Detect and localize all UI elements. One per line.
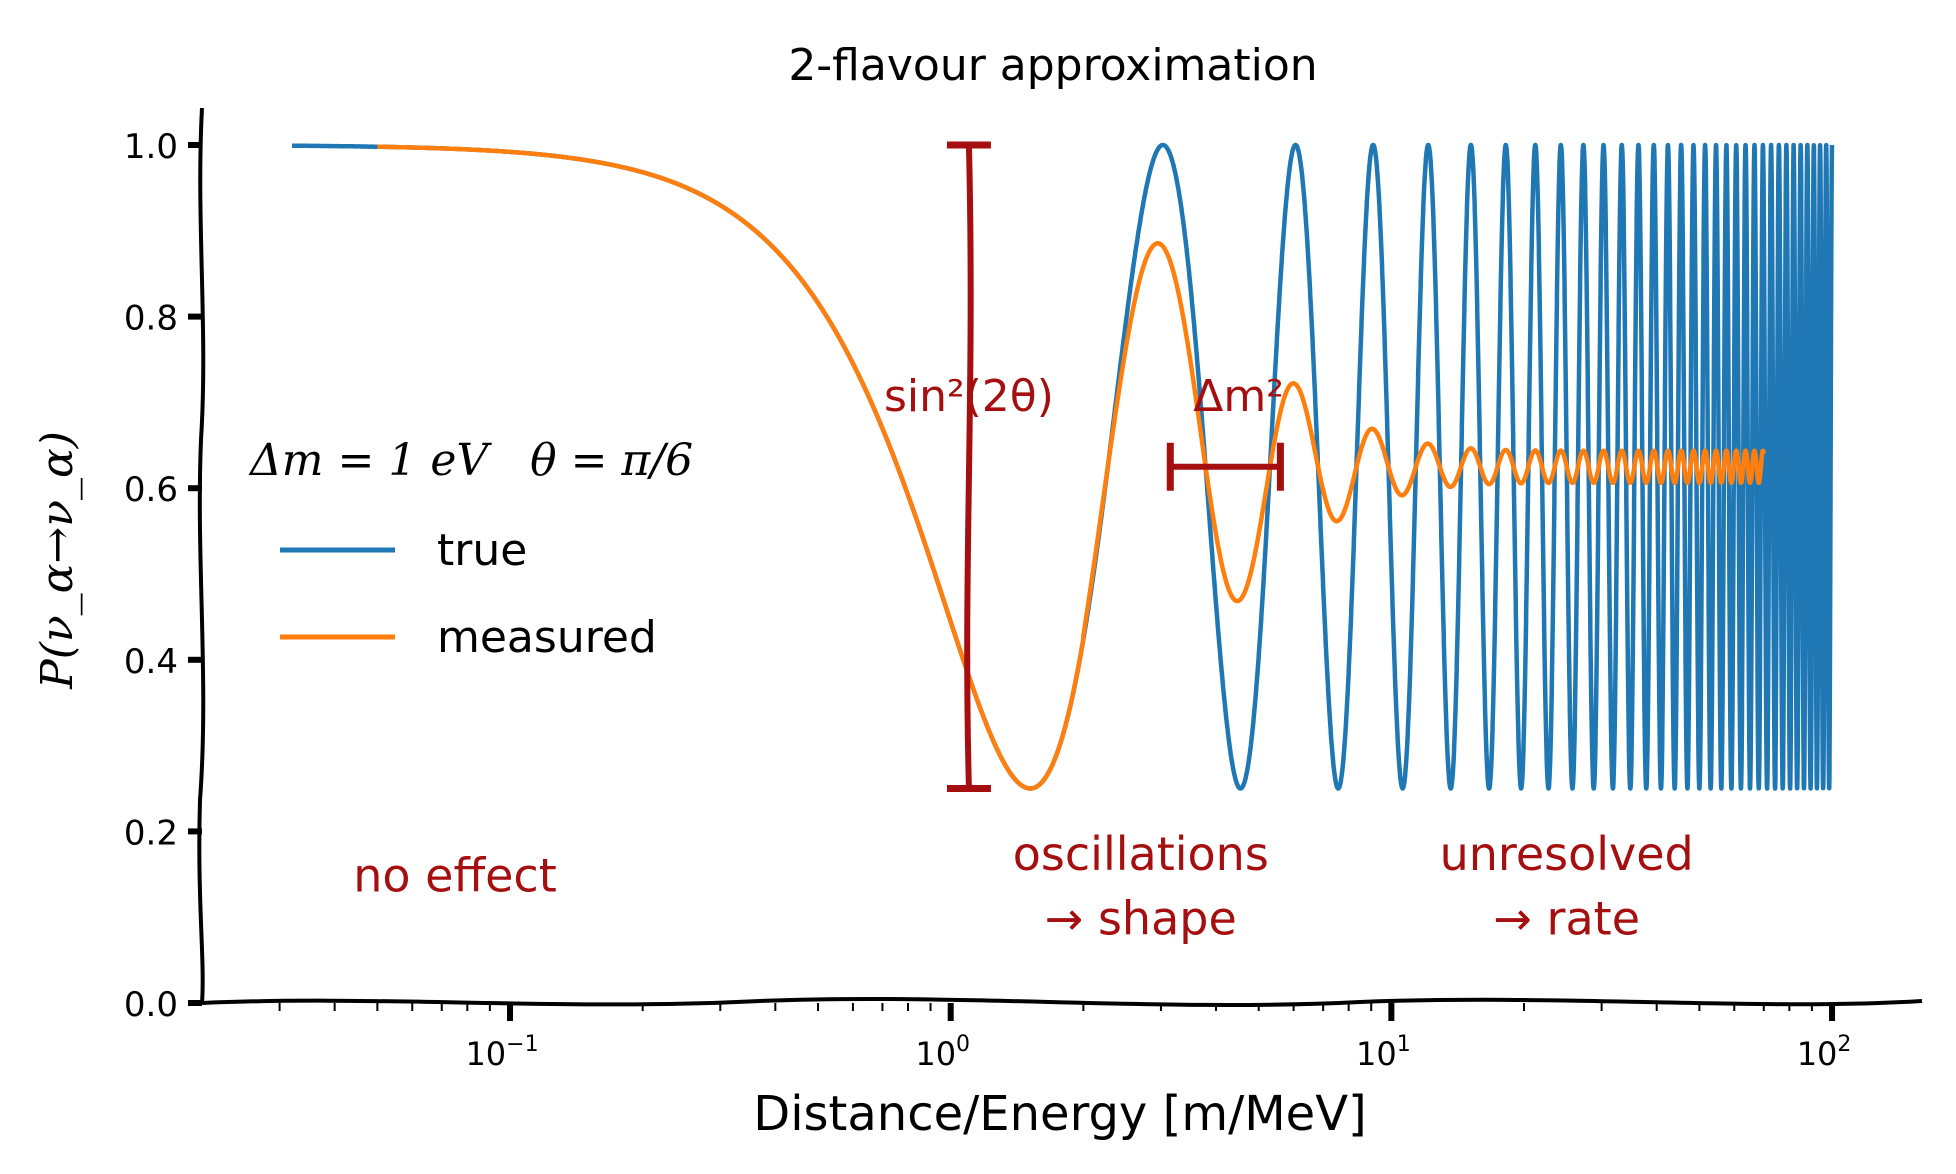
- series-layer: [289, 142, 1835, 791]
- annotation-sin2-2theta: sin²(2θ): [884, 371, 1054, 422]
- x-axis-line: [201, 996, 1923, 1007]
- y-axis-line: [197, 107, 206, 1004]
- annotation-layer: [946, 141, 1284, 792]
- x-tick-label: 102: [1797, 1032, 1852, 1073]
- legend-title: Δm = 1 eV θ = π/6: [248, 435, 693, 486]
- y-tick-label: 0.6: [124, 470, 178, 510]
- annotation-shape: → shape: [1045, 891, 1237, 945]
- x-tick-base: 10: [915, 1035, 956, 1073]
- x-tick-base: 10: [1797, 1035, 1838, 1073]
- y-tick-label: 0.0: [124, 985, 178, 1025]
- x-ticks: 10−1 100 101 102: [278, 1003, 1852, 1073]
- annotation-rate: → rate: [1493, 891, 1640, 945]
- chart-title: 2-flavour approximation: [788, 40, 1317, 91]
- y-ticks: 0.0 0.2 0.4 0.6 0.8 1.0: [124, 127, 202, 1025]
- x-tick-base: 10: [1356, 1035, 1397, 1073]
- x-tick-label: 101: [1356, 1032, 1411, 1073]
- series-measured-line: [375, 144, 1767, 791]
- legend: Δm = 1 eV θ = π/6 true measured: [248, 435, 693, 663]
- axes: [197, 107, 1923, 1007]
- x-tick-label: 10−1: [465, 1032, 538, 1073]
- x-axis-label: Distance/Energy [m/MeV]: [753, 1086, 1367, 1142]
- y-tick-label: 1.0: [124, 127, 178, 167]
- y-axis-label: P(ν_α→ν_α): [32, 431, 83, 690]
- x-tick-base: 10: [465, 1035, 506, 1073]
- x-tick-exponent: 2: [1837, 1032, 1851, 1057]
- y-tick-label: 0.8: [124, 299, 178, 339]
- x-tick-exponent: −1: [506, 1032, 538, 1057]
- annotation-oscillations: oscillations: [1013, 827, 1269, 881]
- x-tick-exponent: 1: [1397, 1032, 1411, 1057]
- legend-label-measured: measured: [437, 612, 657, 663]
- annotation-unresolved: unresolved: [1440, 827, 1694, 881]
- x-tick-exponent: 0: [956, 1032, 970, 1057]
- x-tick-label: 100: [915, 1032, 970, 1073]
- annotation-no-effect: no effect: [353, 849, 557, 903]
- annotation-delta-m-squared: Δm²: [1193, 371, 1284, 422]
- y-tick-label: 0.4: [124, 642, 178, 682]
- amplitude-bracket: [964, 144, 974, 789]
- y-tick-label: 0.2: [124, 813, 178, 853]
- legend-label-true: true: [437, 525, 527, 576]
